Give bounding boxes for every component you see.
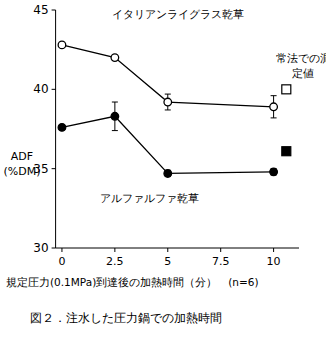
x-tick bbox=[61, 248, 62, 252]
point bbox=[58, 124, 66, 132]
point bbox=[58, 41, 66, 49]
x-tick bbox=[167, 248, 168, 252]
y-axis bbox=[55, 10, 56, 248]
y-tick bbox=[52, 10, 56, 11]
y-tick bbox=[52, 89, 56, 90]
series-line bbox=[62, 116, 274, 173]
point bbox=[164, 170, 172, 178]
x-tick-label: 5 bbox=[164, 255, 171, 268]
title: 図２．注水した圧力鍋での加熱時間 bbox=[30, 311, 222, 325]
point bbox=[111, 113, 119, 121]
x-tick-label: 2.5 bbox=[106, 255, 124, 268]
point bbox=[111, 54, 119, 62]
x-axis bbox=[56, 248, 299, 249]
error-bar bbox=[165, 170, 171, 176]
y-tick-label: 45 bbox=[33, 3, 48, 17]
series-label: アルファルファ乾草 bbox=[100, 192, 199, 205]
y-tick-label: 40 bbox=[33, 82, 48, 96]
error-bar bbox=[165, 94, 171, 110]
series-label-line: 定値 bbox=[292, 67, 314, 80]
y-tick bbox=[52, 168, 56, 169]
y-axis-label: (%DM) bbox=[4, 165, 41, 178]
x-tick-label: 0 bbox=[58, 255, 65, 268]
x-tick bbox=[114, 248, 115, 252]
series-label: イタリアンライグラス乾草 bbox=[112, 8, 244, 21]
x-tick-label: 7.5 bbox=[212, 255, 230, 268]
x-tick bbox=[273, 248, 274, 252]
point bbox=[282, 147, 291, 156]
x-tick-label: 10 bbox=[267, 255, 281, 268]
x-axis-label: 規定圧力(0.1MPa)到達後の加熱時間（分） (n=6) bbox=[6, 276, 259, 288]
point bbox=[164, 98, 172, 106]
plot-marks bbox=[58, 41, 291, 177]
y-tick bbox=[52, 248, 56, 249]
y-tick-label: 30 bbox=[33, 241, 48, 255]
chart: 3035404502.557.510ADF(%DM)規定圧力(0.1MPa)到達… bbox=[0, 0, 326, 339]
error-bar bbox=[271, 96, 277, 118]
series-label: 常法での測定値 bbox=[276, 52, 326, 80]
error-bar bbox=[271, 169, 277, 175]
y-axis-label: ADF bbox=[11, 150, 33, 163]
point bbox=[282, 85, 291, 94]
point bbox=[270, 168, 278, 176]
x-tick bbox=[220, 248, 221, 252]
point bbox=[270, 103, 278, 111]
error-bar bbox=[112, 102, 118, 131]
series-label-line: 常法での測 bbox=[276, 52, 326, 65]
